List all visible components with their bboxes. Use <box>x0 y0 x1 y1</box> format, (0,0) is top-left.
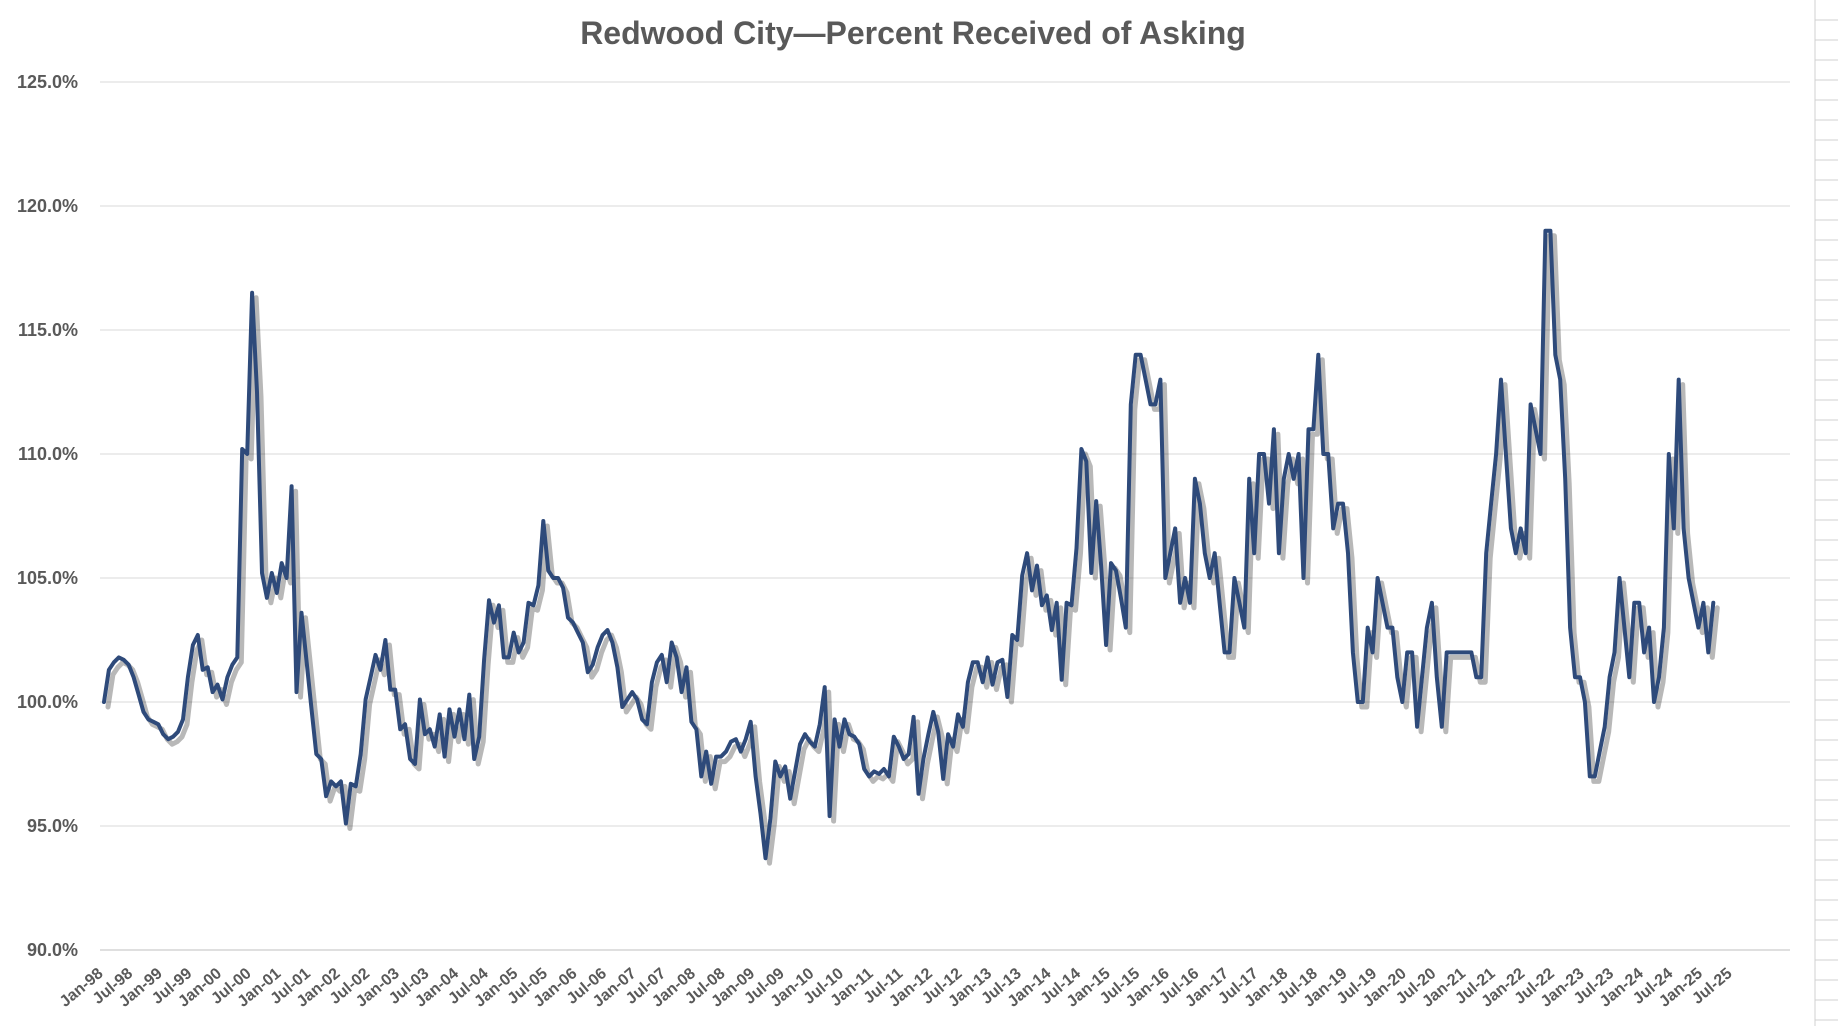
y-axis-tick-labels: 90.0% 95.0% 100.0% 105.0% 110.0% 115.0% 120.0%… <box>17 72 78 960</box>
y-tick-label: 105.0% <box>17 568 78 588</box>
series-line-shadow <box>105 233 1720 866</box>
y-tick-label: 100.0% <box>17 692 78 712</box>
gridlines <box>100 81 1790 951</box>
series-group <box>102 228 1720 866</box>
y-tick-label: 95.0% <box>27 816 78 836</box>
y-tick-label: 115.0% <box>18 320 78 340</box>
y-tick-label: 125.0% <box>17 72 78 92</box>
chart-title: Redwood City—Percent Received of Asking <box>580 15 1246 51</box>
series-line <box>102 228 1716 861</box>
right-edge-strip <box>1814 0 1838 1026</box>
y-tick-label: 110.0% <box>18 444 78 464</box>
y-tick-label: 90.0% <box>27 940 78 960</box>
y-tick-label: 120.0% <box>17 196 78 216</box>
